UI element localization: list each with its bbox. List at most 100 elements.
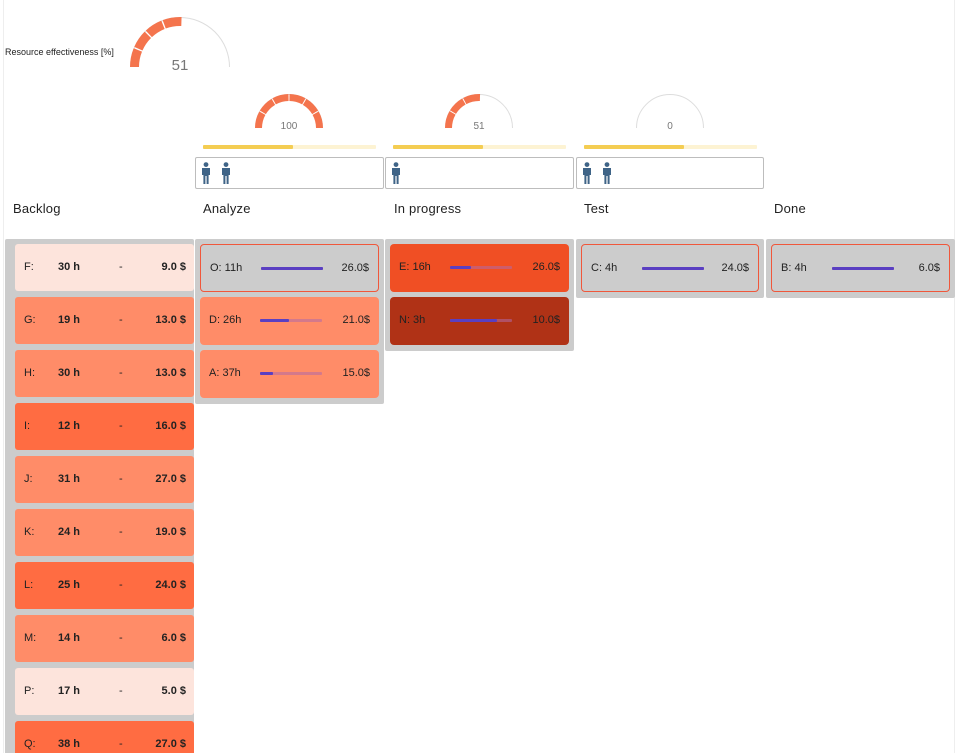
card-cost: 19.0 $ [155, 526, 186, 538]
analyze-column-title: Analyze [203, 201, 251, 216]
backlog-column-title: Backlog [13, 201, 61, 216]
worker-person-icon[interactable] [581, 162, 593, 184]
backlog-card[interactable]: J: 31 h - 27.0 $ [15, 456, 194, 503]
gauge-segment [302, 98, 319, 115]
backlog-card[interactable]: M: 14 h - 6.0 $ [15, 615, 194, 662]
in-progress-gauge-value: 51 [473, 121, 485, 132]
resource-effectiveness-label: Resource effectiveness [%] [5, 47, 114, 57]
gauge-segment [445, 111, 456, 128]
card-progress-track [260, 319, 322, 322]
backlog-card[interactable]: F: 30 h - 9.0 $ [15, 244, 194, 291]
gauge-track [636, 94, 704, 129]
card-label: E: 16h [399, 261, 431, 273]
card-cost: 10.0$ [532, 314, 560, 326]
card-id: Q: [24, 738, 36, 750]
task-card[interactable]: B: 4h 6.0$ [771, 244, 950, 292]
card-separator: - [119, 473, 123, 485]
card-progress-fill [261, 267, 323, 270]
card-cost: 26.0$ [341, 262, 369, 274]
card-hours: 14 h [58, 632, 81, 644]
worker-person-icon[interactable] [220, 162, 232, 184]
card-separator: - [119, 367, 123, 379]
card-cost: 16.0 $ [155, 420, 186, 432]
gauge-segment [312, 111, 323, 128]
backlog-card[interactable]: K: 24 h - 19.0 $ [15, 509, 194, 556]
backlog-card[interactable]: P: 17 h - 5.0 $ [15, 668, 194, 715]
card-cost: 24.0 $ [155, 579, 186, 591]
worker-person-icon[interactable] [390, 162, 402, 184]
worker-person-icon[interactable] [200, 162, 212, 184]
test-wip-bar [584, 145, 757, 149]
card-separator: - [119, 579, 123, 591]
card-hours: 12 h [58, 420, 81, 432]
analyze-gauge [255, 94, 323, 129]
resource-effectiveness-value: 51 [171, 57, 189, 74]
task-card[interactable]: O: 11h 26.0$ [200, 244, 379, 292]
backlog-card[interactable]: I: 12 h - 16.0 $ [15, 403, 194, 450]
gauge-segment [449, 98, 466, 114]
card-cost: 27.0 $ [155, 473, 186, 485]
backlog-card[interactable]: L: 25 h - 24.0 $ [15, 562, 194, 609]
task-card[interactable]: E: 16h 26.0$ [390, 244, 569, 292]
in-progress-wip-fill [393, 145, 483, 149]
card-cost: 13.0 $ [155, 367, 186, 379]
card-label: O: 11h [210, 262, 243, 274]
card-label: N: 3h [399, 314, 426, 326]
analyze-gauge-value: 100 [280, 121, 298, 132]
backlog-card[interactable]: G: 19 h - 13.0 $ [15, 297, 194, 344]
gauge-segment [162, 17, 182, 29]
card-id: P: [24, 685, 35, 697]
card-separator: - [119, 420, 123, 432]
done-column: B: 4h 6.0$ [766, 239, 955, 298]
card-hours: 30 h [58, 367, 81, 379]
card-cost: 5.0 $ [161, 685, 186, 697]
card-separator: - [119, 261, 123, 273]
backlog-column: F: 30 h - 9.0 $ G: 19 h - 13.0 $ H: 30 h - 13.0 $ I:… [5, 239, 194, 753]
card-id: G: [24, 314, 36, 326]
card-separator: - [119, 685, 123, 697]
analyze-workers-slot[interactable] [195, 157, 384, 189]
card-progress-track [450, 266, 512, 269]
card-hours: 25 h [58, 579, 81, 591]
card-cost: 26.0$ [532, 261, 560, 273]
card-hours: 24 h [58, 526, 81, 538]
gauge-segment [463, 94, 481, 105]
card-separator: - [119, 738, 123, 750]
card-progress-fill [450, 266, 472, 269]
test-workers-slot[interactable] [576, 157, 764, 189]
card-separator: - [119, 314, 123, 326]
task-card[interactable]: C: 4h 24.0$ [581, 244, 759, 292]
card-cost: 13.0 $ [155, 314, 186, 326]
gauge-segment [130, 48, 143, 67]
analyze-wip-bar [203, 145, 376, 149]
card-hours: 19 h [58, 314, 81, 326]
in-progress-wip-bar [393, 145, 566, 149]
task-card[interactable]: D: 26h 21.0$ [200, 297, 379, 345]
in-progress-workers-slot[interactable] [385, 157, 574, 189]
card-id: J: [24, 473, 33, 485]
card-progress-fill [260, 319, 290, 322]
in-progress-column-title: In progress [394, 201, 462, 216]
card-cost: 27.0 $ [155, 738, 186, 750]
card-separator: - [119, 632, 123, 644]
card-cost: 15.0$ [342, 367, 370, 379]
card-hours: 30 h [58, 261, 81, 273]
gauge-segment [289, 94, 306, 105]
task-card[interactable]: N: 3h 10.0$ [390, 297, 569, 345]
task-card[interactable]: A: 37h 15.0$ [200, 350, 379, 398]
worker-person-icon[interactable] [601, 162, 613, 184]
card-cost: 9.0 $ [161, 261, 186, 273]
card-id: F: [24, 261, 34, 273]
card-label: C: 4h [591, 262, 618, 274]
test-wip-fill [584, 145, 685, 149]
gauge-segment [255, 111, 266, 128]
resource-effectiveness-gauge [130, 17, 230, 68]
card-hours: 38 h [58, 738, 81, 750]
card-id: L: [24, 579, 34, 591]
backlog-card[interactable]: Q: 38 h - 27.0 $ [15, 721, 194, 753]
backlog-card[interactable]: H: 30 h - 13.0 $ [15, 350, 194, 397]
card-progress-fill [642, 267, 704, 270]
gauge-segment [145, 20, 165, 38]
gauge-segment [259, 98, 276, 115]
card-cost: 6.0$ [918, 262, 940, 274]
